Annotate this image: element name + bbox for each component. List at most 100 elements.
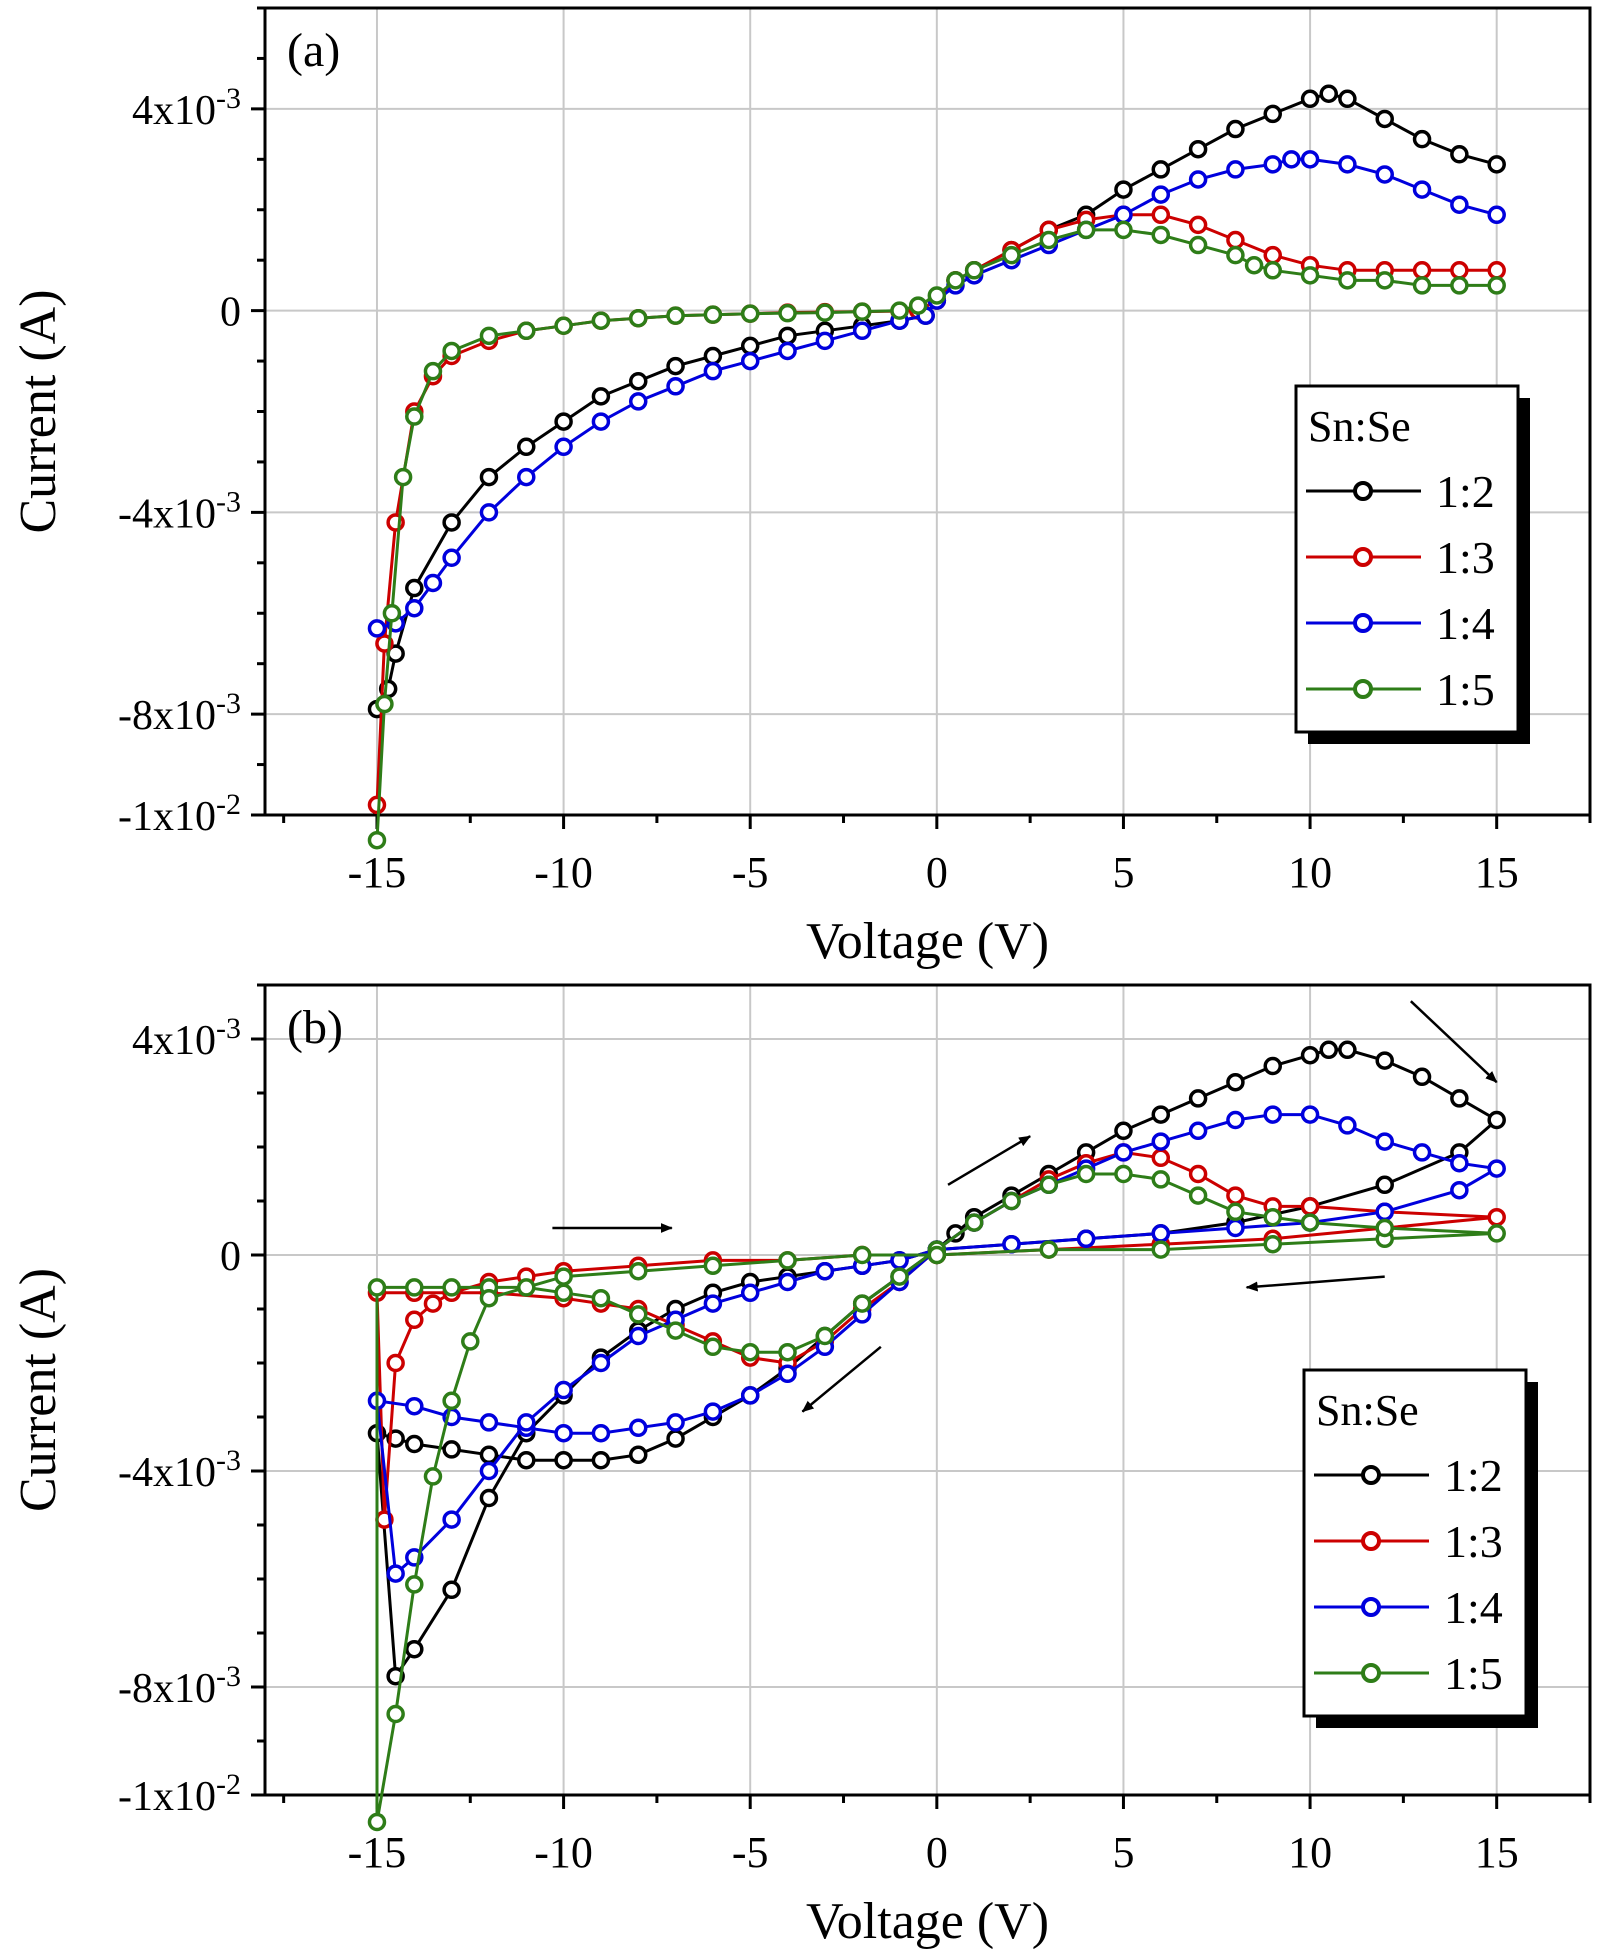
data-point (423, 361, 443, 381)
data-point (554, 1380, 573, 1400)
data-point (628, 392, 648, 411)
data-point (1300, 1197, 1320, 1216)
data-point (1487, 261, 1506, 280)
data-point (1226, 119, 1245, 139)
data-point (703, 1294, 723, 1313)
data-point (1450, 1180, 1469, 1200)
data-point (1114, 1121, 1133, 1141)
data-point (628, 308, 648, 328)
data-point (628, 1305, 648, 1324)
x-tick-label: 5 (1112, 1828, 1134, 1877)
data-point (1151, 1148, 1171, 1168)
data-point (852, 1294, 872, 1313)
data-point (517, 321, 536, 341)
y-tick-label: 4x10-3 (132, 82, 241, 134)
data-point (554, 316, 573, 336)
data-point (1412, 1067, 1432, 1087)
data-point (1002, 245, 1021, 265)
data-point (1487, 1110, 1506, 1130)
data-point (628, 1261, 648, 1281)
data-point (461, 1332, 480, 1351)
data-point (1151, 160, 1171, 179)
legend-marker (1361, 1465, 1381, 1485)
data-point (666, 356, 685, 376)
sweep-direction-arrow (1245, 1275, 1385, 1292)
data-point (778, 1364, 797, 1384)
data-point (1188, 215, 1208, 235)
data-point (479, 326, 499, 346)
y-tick-base: -4x10 (118, 1450, 216, 1496)
data-point (946, 271, 965, 290)
data-point (1300, 89, 1320, 109)
data-point (554, 1267, 573, 1286)
data-point (1263, 245, 1282, 265)
x-tick-label: 0 (926, 1828, 948, 1877)
data-point (815, 1261, 835, 1281)
data-point (1188, 1121, 1208, 1141)
data-point (1263, 1105, 1282, 1124)
data-point (591, 1423, 611, 1443)
data-point (591, 1450, 611, 1470)
x-tick-label: 10 (1288, 848, 1332, 897)
data-point (1487, 1207, 1506, 1227)
legend-label: 1:5 (1436, 664, 1495, 715)
data-point (382, 604, 402, 623)
data-point (1226, 245, 1245, 265)
data-point (554, 1423, 573, 1443)
panel-b: -15 -10 -5 0 5 10 154x10-30-4x10-3-8x10-3-1x10… (10, 983, 1592, 1950)
data-point (517, 1450, 536, 1470)
data-point (1263, 1234, 1282, 1254)
data-point (1300, 1045, 1320, 1065)
data-point (1263, 261, 1282, 280)
series-1-5 (367, 220, 1506, 850)
y-tick-base: 0 (220, 1234, 241, 1280)
data-point (1226, 1218, 1245, 1238)
data-point (740, 1342, 760, 1362)
legend-marker (1361, 1531, 1381, 1551)
data-point (1282, 150, 1301, 169)
data-point (628, 1326, 648, 1346)
data-point (1151, 205, 1171, 225)
data-point (1226, 230, 1245, 250)
y-tick-exponent: -3 (216, 687, 241, 720)
data-point (1338, 1116, 1357, 1135)
data-point (405, 1575, 424, 1594)
y-tick-base: -8x10 (118, 1666, 216, 1712)
data-point (1300, 150, 1320, 169)
data-point (1487, 1159, 1506, 1178)
legend-marker (1361, 1663, 1381, 1683)
data-point (1151, 1240, 1171, 1259)
data-point (442, 1510, 461, 1529)
x-axis-label: Voltage (V) (806, 1893, 1049, 1950)
data-point (852, 302, 872, 321)
data-point (479, 503, 499, 522)
data-point (405, 1278, 424, 1297)
data-point (1188, 1089, 1208, 1108)
data-point (890, 1267, 909, 1286)
data-point (778, 1251, 797, 1270)
data-point (1114, 220, 1133, 240)
data-point (666, 1413, 685, 1432)
data-point (405, 1310, 424, 1330)
data-point (964, 261, 984, 280)
data-point (815, 331, 835, 351)
data-point (442, 1278, 461, 1297)
data-point (591, 412, 611, 431)
data-point (423, 1294, 443, 1313)
data-point (666, 377, 685, 396)
data-point (666, 1429, 685, 1448)
data-point (1450, 1089, 1469, 1108)
legend-marker (1353, 613, 1373, 633)
data-point (1450, 276, 1469, 295)
y-tick-label: -4x10-3 (118, 485, 241, 537)
y-tick-exponent: -2 (216, 788, 241, 821)
data-point (778, 1342, 797, 1362)
y-tick-label: -8x10-3 (118, 1660, 241, 1712)
data-point (778, 1272, 797, 1292)
data-point (964, 1213, 984, 1232)
data-point (1338, 89, 1357, 109)
y-tick-exponent: -3 (216, 1444, 241, 1477)
data-point (1114, 205, 1133, 225)
data-point (1076, 1164, 1096, 1184)
legend-label: 1:4 (1436, 598, 1495, 649)
